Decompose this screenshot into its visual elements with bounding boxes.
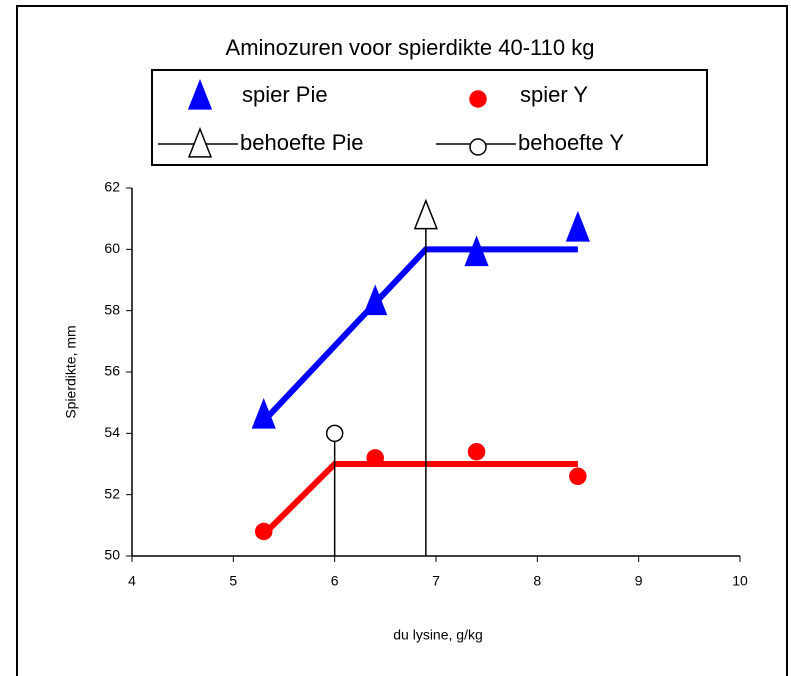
- chart-title: Aminozuren voor spierdikte 40-110 kg: [226, 35, 595, 60]
- marker: [569, 467, 587, 486]
- x-tick-label: 6: [331, 573, 339, 589]
- legend-label: spier Pie: [242, 82, 328, 107]
- y-tick-label: 56: [104, 363, 120, 379]
- x-tick-label: 5: [229, 573, 237, 589]
- x-tick-label: 10: [732, 573, 748, 589]
- legend-label: behoefte Y: [518, 130, 624, 155]
- y-tick-label: 54: [104, 424, 120, 440]
- legend-marker: [187, 78, 213, 110]
- x-tick-label: 8: [533, 573, 541, 589]
- y-tick-label: 62: [104, 179, 120, 195]
- legend-label: spier Y: [520, 82, 588, 107]
- x-tick-label: 9: [635, 573, 643, 589]
- y-tick-label: 60: [104, 240, 120, 256]
- frame: [16, 5, 788, 676]
- marker: [363, 284, 388, 316]
- marker: [413, 198, 438, 230]
- marker: [325, 424, 344, 443]
- y-tick-label: 58: [104, 301, 120, 317]
- y-tick-label: 52: [104, 485, 120, 501]
- y-axis-label: Spierdikte, mm: [63, 325, 79, 418]
- legend-marker: [187, 126, 213, 158]
- legend: [151, 69, 708, 166]
- x-tick-label: 4: [128, 573, 136, 589]
- marker: [565, 210, 590, 242]
- marker: [467, 442, 486, 461]
- y-tick-label: 50: [104, 547, 120, 563]
- legend-marker: [469, 90, 487, 108]
- marker: [254, 522, 273, 541]
- x-tick-label: 7: [432, 573, 440, 589]
- legend-marker: [469, 138, 487, 156]
- marker: [464, 235, 489, 267]
- legend-label: behoefte Pie: [240, 130, 364, 155]
- marker: [366, 449, 384, 467]
- x-axis-label: du lysine, g/kg: [393, 627, 483, 643]
- marker: [251, 397, 276, 429]
